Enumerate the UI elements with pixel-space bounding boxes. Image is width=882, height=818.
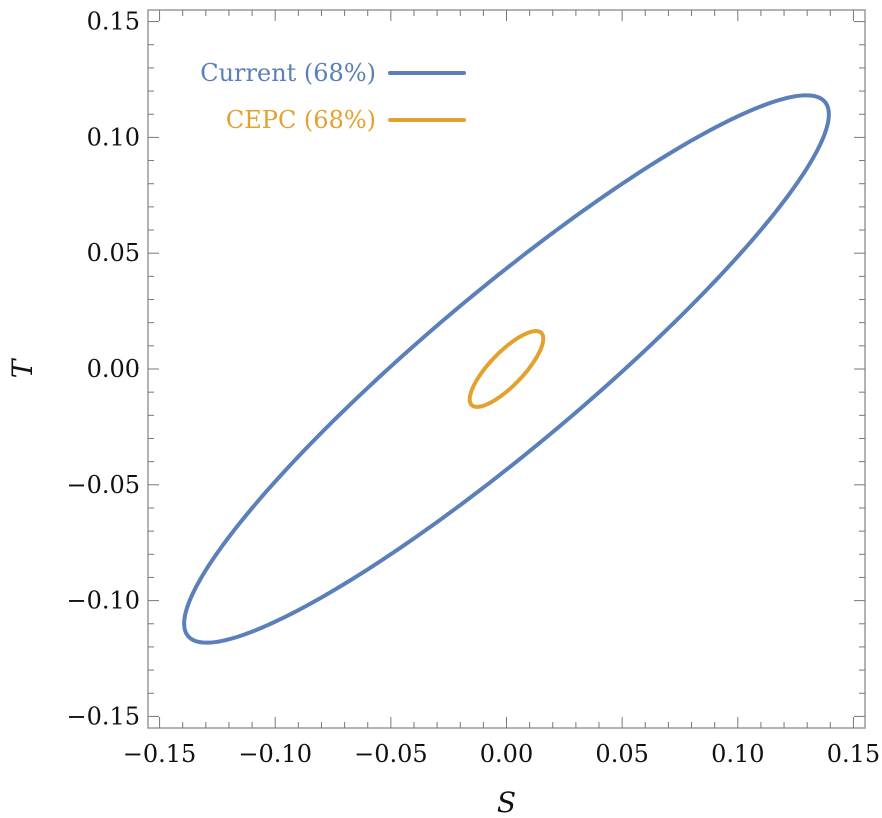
x-tick-label: 0.00 xyxy=(480,740,533,768)
y-tick-label: 0.15 xyxy=(87,8,140,36)
x-tick-label: −0.10 xyxy=(238,740,312,768)
y-tick-label: −0.05 xyxy=(66,471,140,499)
contour-current xyxy=(182,93,831,645)
legend-label: Current (68%) xyxy=(200,59,376,87)
axis-tick-labels: −0.15 −0.10 −0.05 0.00 0.05 0.10 0.15 −0.15 −0.1… xyxy=(66,8,880,768)
contours xyxy=(182,93,831,645)
legend-label: CEPC (68%) xyxy=(226,106,376,134)
contour-cepc xyxy=(467,329,546,409)
x-tick-label: 0.05 xyxy=(595,740,648,768)
legend: Current (68%) CEPC (68%) xyxy=(200,59,466,134)
y-tick-label: 0.10 xyxy=(87,123,140,151)
y-tick-label: 0.00 xyxy=(87,355,140,383)
axis-ticks xyxy=(148,10,865,728)
y-tick-label: −0.10 xyxy=(66,587,140,615)
x-axis-title: S xyxy=(497,786,516,818)
x-tick-label: −0.15 xyxy=(123,740,197,768)
x-tick-label: 0.15 xyxy=(827,740,880,768)
y-tick-label: −0.15 xyxy=(66,702,140,730)
x-tick-label: 0.10 xyxy=(711,740,764,768)
y-tick-label: 0.05 xyxy=(87,239,140,267)
y-axis-title: T xyxy=(6,357,39,378)
x-tick-label: −0.05 xyxy=(354,740,428,768)
